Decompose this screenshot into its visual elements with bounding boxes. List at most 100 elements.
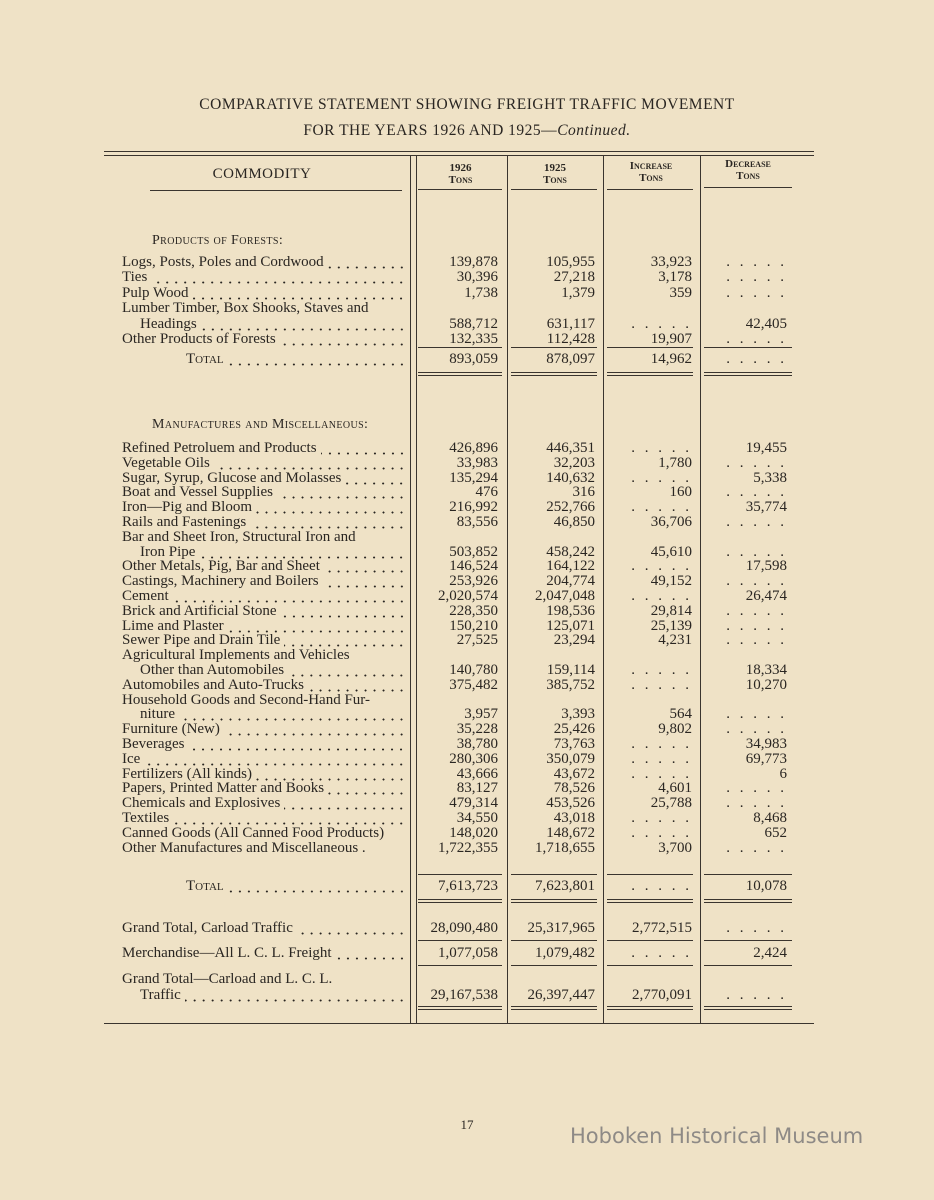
table-row-label-line: Agricultural Implements and Vehicles [0,648,934,663]
rule [704,1009,792,1010]
value-1925: 26,397,447 [527,987,596,1003]
dot-leader [173,811,406,826]
commodity-name: Canned Goods (All Canned Food Products) [122,824,385,841]
title-prefix: FOR THE YEARS 1926 AND 1925— [303,122,558,139]
title-continued: Continued. [557,122,631,139]
value-decrease: 35,774 [745,499,787,516]
commodity-name: Cement [122,588,169,604]
value-decrease: 8,468 [753,810,787,826]
commodity-name: Headings [140,315,197,332]
value-increase: 49,152 [650,573,692,590]
value-decrease: 652 [764,824,788,841]
commodity-label: Pulp Wood [122,284,406,301]
commodity-label: niture [140,707,406,723]
commodity-label: Other Manufactures and Miscellaneous . [122,840,406,856]
dot-leader [320,441,406,456]
dot-leader [345,470,406,486]
table-row: Refined Petroluem and Products 426,896 446… [0,441,934,456]
commodity-name: Lime and Plaster [122,617,224,634]
rule [418,372,502,373]
value-increase: . . . . . [631,469,692,486]
value-increase: . . . . . [631,499,692,516]
table-top-rule [104,151,814,152]
value-1926: 34,550 [456,810,498,826]
commodity-label: Sugar, Syrup, Glucose and Molasses [122,469,406,486]
commodity-name: Automobiles and Auto-Trucks [122,676,304,693]
value-increase: . . . . . [631,736,692,752]
commodity-name: Total [186,351,224,367]
value-1926: 228,350 [449,602,498,619]
value-decrease: 10,078 [745,878,787,894]
value-decrease: . . . . . [726,254,787,270]
dot-leader [188,737,406,752]
table-row: Canned Goods (All Canned Food Products) 1… [0,824,934,841]
rule [418,899,502,900]
value-1925: 159,114 [546,662,595,678]
commodity-name: Pulp Wood [122,284,189,301]
value-increase: . . . . . [631,878,692,894]
value-increase: 33,923 [650,254,692,270]
header-decrease: Decrease Tons [702,158,794,182]
table-row: Traffic 29,167,538 26,397,447 2,770,091 . . … [0,988,934,1003]
value-decrease: 42,405 [745,315,787,332]
value-decrease: . . . . . [726,795,787,812]
value-1926: 28,090,480 [430,920,499,936]
rule [418,347,502,348]
table-row-label-line: Bar and Sheet Iron, Structural Iron and [0,529,934,545]
value-increase: 1,780 [658,454,692,471]
rule [511,347,597,348]
table-row: niture 3,957 3,393 564 . . . . . [0,706,934,723]
value-increase: 3,178 [658,269,692,286]
value-1926: 27,525 [456,632,498,649]
value-1926: 132,335 [449,331,498,347]
value-1925: 316 [572,484,596,501]
table-row: Ice 280,306 350,079 . . . . . 69,773 [0,751,934,767]
value-increase: . . . . . [631,315,692,332]
commodity-label: Total [186,352,406,367]
table-row: Other Metals, Pig, Bar and Sheet 146,524 1… [0,559,934,575]
commodity-label: Chemicals and Explosives [122,796,406,812]
value-decrease: . . . . . [726,839,787,856]
rule [704,347,792,348]
value-decrease: 2,424 [753,945,787,961]
value-decrease: . . . . . [726,706,787,723]
commodity-name: Textiles [122,810,170,826]
value-decrease: . . . . . [726,351,787,367]
value-increase: . . . . . [631,676,692,693]
dot-leader [192,285,406,301]
rule [511,965,597,966]
commodity-label: Cement [122,589,406,604]
commodity-name: Sugar, Syrup, Glucose and Molasses [122,469,342,486]
rule [511,1009,597,1010]
rule [418,375,502,376]
commodity-name: Vegetable Oils [122,454,210,471]
commodity-label: Agricultural Implements and Vehicles [122,648,406,663]
dot-leader [172,589,406,604]
value-increase: 2,770,091 [632,987,692,1003]
value-1925: 631,117 [546,315,595,332]
dot-leader [255,766,406,782]
value-decrease: 19,455 [745,440,787,456]
rule [511,940,597,941]
table-row: Beverages 38,780 73,763 . . . . . 34,983 [0,737,934,752]
value-1926: 135,294 [449,469,498,486]
value-1925: 25,426 [553,721,595,738]
value-decrease: . . . . . [726,920,787,936]
section-title: Products of Forests: [152,233,284,248]
value-1925: 27,218 [553,269,595,286]
rule [607,902,693,903]
value-1926: 3,957 [464,706,498,723]
header-1926-unit: Tons [448,174,473,186]
dot-leader [296,921,406,936]
header-1925: 1925 Tons [509,162,601,186]
rule [704,1006,792,1007]
commodity-name: Other Products of Forests [122,331,276,347]
value-1926: 43,666 [456,765,498,782]
table-row: Iron Pipe 503,852 458,242 45,610 . . . . . [0,544,934,560]
rule [511,874,597,875]
commodity-name: Brick and Artificial Stone [122,602,277,619]
dot-leader [200,316,406,332]
page-number: 17 [460,1117,474,1132]
value-decrease: 18,334 [745,662,787,678]
commodity-name: Total [186,878,224,894]
